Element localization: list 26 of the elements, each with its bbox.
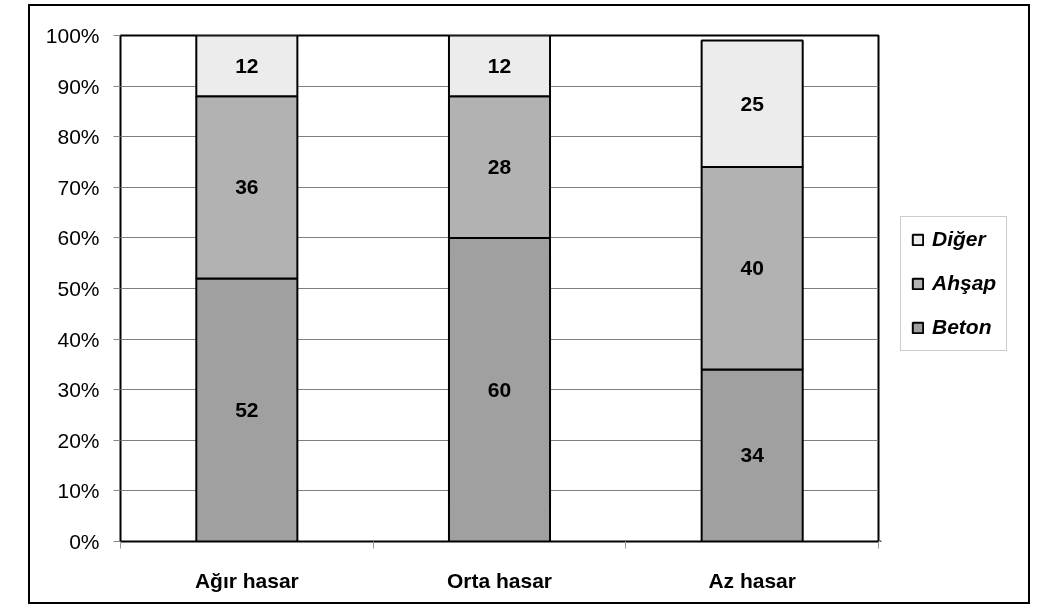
x-tick-label: Ağır hasar — [194, 568, 299, 592]
data-label: 34 — [740, 443, 765, 467]
data-label: 25 — [740, 91, 765, 115]
data-label: 60 — [487, 377, 512, 401]
x-tick-label: Orta hasar — [446, 568, 553, 592]
y-tick-label: 80% — [57, 125, 100, 149]
y-tick-label: 50% — [57, 277, 100, 300]
data-label: 12 — [487, 53, 512, 77]
x-tick-label: Az hasar — [708, 568, 796, 592]
y-tick-label: 0% — [69, 530, 100, 553]
data-label: 40 — [740, 256, 764, 280]
data-label: 28 — [487, 155, 512, 179]
y-tick-label: 90% — [57, 74, 100, 98]
y-tick-label: 10% — [57, 479, 100, 503]
legend-label: Beton — [932, 314, 992, 340]
y-tick-label: 100% — [45, 24, 100, 47]
y-tick-label: 20% — [57, 428, 100, 452]
y-tick-label: 70% — [57, 175, 100, 199]
y-tick-label: 40% — [57, 327, 100, 351]
data-label: 36 — [235, 175, 259, 199]
data-label: 12 — [235, 53, 259, 77]
y-tick-label: 30% — [57, 378, 100, 402]
y-tick-label: 60% — [57, 226, 100, 250]
legend-label: Ahşap — [932, 270, 997, 296]
legend-label: Diğer — [932, 226, 986, 252]
data-label: 52 — [235, 397, 259, 421]
